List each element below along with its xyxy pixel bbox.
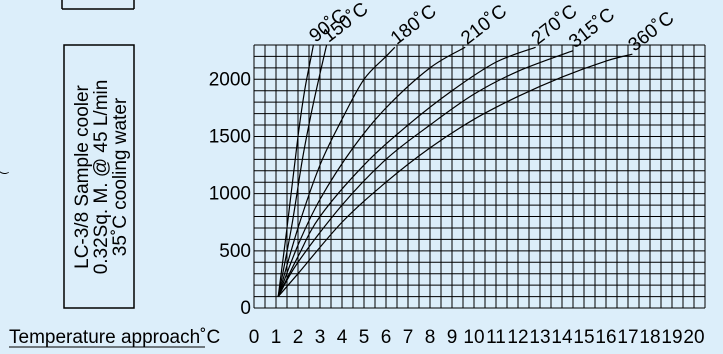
x-tick-label: 20 (683, 327, 704, 348)
series-line-6 (277, 53, 633, 297)
y-tick-label: 1500 (209, 126, 251, 147)
series-line-4 (277, 46, 536, 297)
x-tick-label: 15 (573, 327, 594, 348)
x-tick-label: 5 (359, 327, 370, 348)
series-line-0 (277, 44, 314, 297)
annotation-line-1: LC-3/8 Sample cooler (72, 84, 93, 268)
y-tick-label: 2000 (209, 69, 251, 90)
x-tick-label: 4 (337, 327, 348, 348)
annotation-box (63, 44, 135, 309)
annotation-line-3: 35˚C cooling water (110, 97, 131, 256)
annotation-line-2: 0.32Sq. M. @ 45 L/min (91, 80, 112, 275)
series-label-2: 180˚C (387, 1, 441, 49)
x-tick-label: 1 (271, 327, 282, 348)
x-tick-label: 7 (403, 327, 414, 348)
x-tick-label: 10 (463, 327, 484, 348)
x-axis-ticks: 0 1 2 3 4 5 6 7 8 9 10 11 12 13 14 15 16 17 18 19 20 (249, 327, 705, 348)
y-tick-label: 500 (219, 241, 251, 262)
y-axis-ticks: 0 500 1000 1500 2000 (209, 69, 251, 319)
series-line-5 (277, 50, 574, 297)
x-tick-label: 3 (315, 327, 326, 348)
series-line-2 (277, 46, 396, 297)
x-tick-label: 16 (595, 327, 616, 348)
x-tick-label: 13 (529, 327, 550, 348)
edge-mark: ( (0, 169, 10, 175)
series-line-1 (277, 44, 328, 297)
x-tick-label: 14 (551, 327, 573, 348)
x-tick-label: 9 (447, 327, 458, 348)
x-tick-label: 18 (639, 327, 660, 348)
series-label-1: 150˚C (319, 0, 373, 47)
x-tick-label: 12 (507, 327, 528, 348)
y-tick-label: 1000 (209, 184, 251, 205)
series-label-3: 210˚C (457, 1, 511, 49)
x-axis-title: Temperature approach˚C (9, 327, 220, 348)
series-curves (277, 44, 633, 297)
x-tick-label: 0 (249, 327, 260, 348)
grid (253, 44, 706, 309)
x-tick-label: 2 (293, 327, 304, 348)
series-line-3 (277, 46, 466, 297)
x-tick-label: 11 (486, 327, 506, 348)
annotation-text: LC-3/8 Sample cooler 0.32Sq. M. @ 45 L/m… (72, 80, 131, 275)
x-tick-label: 17 (617, 327, 638, 348)
x-tick-label: 8 (425, 327, 436, 348)
series-label-6: 360˚C (625, 8, 679, 56)
x-tick-label: 19 (661, 327, 682, 348)
x-tick-label: 6 (381, 327, 392, 348)
y-tick-label: 0 (240, 298, 251, 319)
